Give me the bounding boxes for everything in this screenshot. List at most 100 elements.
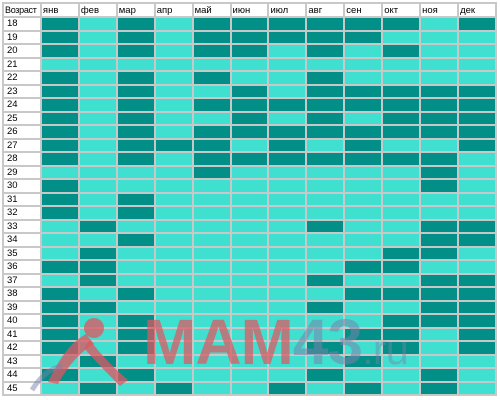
calendar-cell-light bbox=[269, 207, 306, 219]
calendar-cell-light bbox=[231, 382, 268, 394]
age-label: 38 bbox=[4, 288, 40, 300]
calendar-cell-light bbox=[231, 274, 268, 286]
calendar-cell-dark bbox=[383, 261, 420, 273]
calendar-cell-light bbox=[383, 355, 420, 367]
calendar-cell-light bbox=[383, 274, 420, 286]
calendar-cell-light bbox=[459, 382, 495, 394]
calendar-cell-light bbox=[345, 166, 382, 178]
calendar-cell-dark bbox=[117, 328, 154, 340]
calendar-cell-dark bbox=[421, 274, 458, 286]
calendar-cell-light bbox=[345, 315, 382, 327]
calendar-cell-light bbox=[155, 166, 192, 178]
calendar-cell-light bbox=[231, 193, 268, 205]
table-row: 37 bbox=[4, 274, 495, 286]
calendar-cell-dark bbox=[41, 31, 78, 43]
calendar-cell-light bbox=[231, 139, 268, 151]
calendar-cell-light bbox=[79, 126, 116, 138]
calendar-cell-light bbox=[345, 45, 382, 57]
calendar-cell-dark bbox=[117, 18, 154, 30]
calendar-cell-dark bbox=[117, 369, 154, 381]
calendar-cell-light bbox=[155, 315, 192, 327]
calendar-cell-dark bbox=[345, 99, 382, 111]
calendar-cell-light bbox=[345, 58, 382, 70]
calendar-cell-dark bbox=[193, 99, 230, 111]
calendar-cell-dark bbox=[421, 166, 458, 178]
calendar-cell-dark bbox=[307, 274, 344, 286]
calendar-cell-dark bbox=[41, 193, 78, 205]
calendar-cell-dark bbox=[307, 153, 344, 165]
calendar-cell-light bbox=[383, 301, 420, 313]
calendar-cell-dark bbox=[117, 234, 154, 246]
calendar-cell-dark bbox=[41, 328, 78, 340]
age-label: 37 bbox=[4, 274, 40, 286]
calendar-cell-light bbox=[193, 342, 230, 354]
calendar-cell-light bbox=[307, 288, 344, 300]
calendar-cell-light bbox=[269, 288, 306, 300]
calendar-cell-light bbox=[269, 193, 306, 205]
calendar-cell-light bbox=[79, 139, 116, 151]
age-label: 32 bbox=[4, 207, 40, 219]
calendar-cell-dark bbox=[41, 99, 78, 111]
table-row: 18 bbox=[4, 18, 495, 30]
calendar-cell-dark bbox=[307, 99, 344, 111]
calendar-cell-dark bbox=[345, 355, 382, 367]
calendar-cell-light bbox=[231, 355, 268, 367]
calendar-cell-light bbox=[41, 247, 78, 259]
calendar-cell-dark bbox=[117, 139, 154, 151]
calendar-cell-light bbox=[383, 166, 420, 178]
table-row: 32 bbox=[4, 207, 495, 219]
calendar-cell-dark bbox=[41, 301, 78, 313]
calendar-cell-light bbox=[193, 261, 230, 273]
calendar-cell-light bbox=[421, 261, 458, 273]
month-header: апр bbox=[155, 4, 192, 16]
calendar-cell-light bbox=[307, 139, 344, 151]
calendar-cell-dark bbox=[383, 342, 420, 354]
calendar-cell-dark bbox=[345, 328, 382, 340]
calendar-cell-light bbox=[231, 207, 268, 219]
calendar-cell-dark bbox=[79, 220, 116, 232]
age-label: 35 bbox=[4, 247, 40, 259]
calendar-cell-light bbox=[79, 58, 116, 70]
calendar-cell-light bbox=[269, 58, 306, 70]
calendar-cell-dark bbox=[231, 18, 268, 30]
calendar-cell-light bbox=[459, 355, 495, 367]
calendar-cell-dark bbox=[459, 85, 495, 97]
calendar-cell-dark bbox=[421, 301, 458, 313]
calendar-cell-dark bbox=[117, 193, 154, 205]
calendar-cell-dark bbox=[41, 153, 78, 165]
table-row: 42 bbox=[4, 342, 495, 354]
calendar-cell-dark bbox=[421, 99, 458, 111]
calendar-cell-light bbox=[193, 355, 230, 367]
calendar-cell-light bbox=[345, 342, 382, 354]
calendar-cell-dark bbox=[345, 18, 382, 30]
calendar-cell-light bbox=[421, 139, 458, 151]
month-header: июл bbox=[269, 4, 306, 16]
table-header: Возраст янв фев мар апр май июн июл авг сен окт но… bbox=[4, 4, 495, 16]
calendar-cell-light bbox=[155, 31, 192, 43]
calendar-cell-light bbox=[421, 58, 458, 70]
calendar-cell-light bbox=[155, 207, 192, 219]
calendar-cell-dark bbox=[421, 247, 458, 259]
calendar-cell-light bbox=[193, 288, 230, 300]
calendar-cell-light bbox=[231, 328, 268, 340]
calendar-cell-light bbox=[231, 166, 268, 178]
age-label: 31 bbox=[4, 193, 40, 205]
calendar-cell-light bbox=[79, 328, 116, 340]
calendar-cell-light bbox=[79, 153, 116, 165]
calendar-cell-light bbox=[383, 193, 420, 205]
calendar-cell-light bbox=[117, 247, 154, 259]
calendar-cell-dark bbox=[383, 85, 420, 97]
calendar-cell-dark bbox=[383, 45, 420, 57]
month-header: сен bbox=[345, 4, 382, 16]
age-label: 43 bbox=[4, 355, 40, 367]
calendar-cell-dark bbox=[383, 153, 420, 165]
calendar-cell-light bbox=[155, 247, 192, 259]
calendar-cell-light bbox=[307, 355, 344, 367]
calendar-cell-light bbox=[193, 274, 230, 286]
calendar-cell-light bbox=[155, 85, 192, 97]
calendar-cell-light bbox=[193, 207, 230, 219]
calendar-cell-dark bbox=[41, 180, 78, 192]
calendar-cell-light bbox=[345, 234, 382, 246]
calendar-cell-light bbox=[345, 220, 382, 232]
calendar-cell-light bbox=[41, 166, 78, 178]
